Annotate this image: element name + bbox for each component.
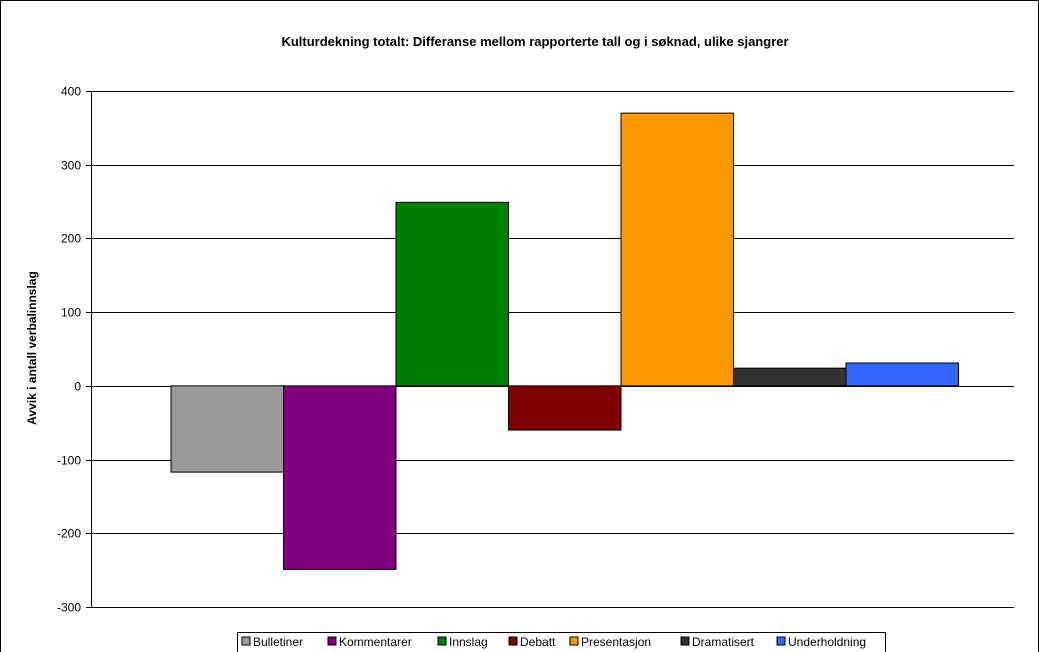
y-tick-label: -300 [57,601,81,615]
legend-label-underholdning: Underholdning [788,635,866,649]
legend-swatch-innslag [437,636,447,646]
bar-bulletiner [170,385,284,473]
y-tick-label: -100 [57,454,81,468]
y-tick-label: -200 [57,527,81,541]
bar-underholdning [845,362,959,387]
y-tick-label: 400 [61,85,81,99]
bar-innslag [395,201,509,387]
legend-swatch-dramatisert [680,636,690,646]
y-axis: 400 300 200 100 0 -100 -200 -300 [57,85,92,615]
legend-box [237,632,886,652]
y-axis-label: Avvik i antall verbalinnslag [25,271,39,425]
y-tick-label: 100 [61,306,81,320]
legend-label-debatt: Debatt [520,635,556,649]
y-tick-label: 300 [61,159,81,173]
legend-label-dramatisert: Dramatisert [692,635,755,649]
legend-swatch-debatt [508,636,518,646]
y-tick-label: 0 [74,380,81,394]
bar-debatt [508,385,622,431]
legend-swatch-underholdning [776,636,786,646]
bar-presentasjon [620,112,734,387]
legend-label-innslag: Innslag [449,635,488,649]
chart-title: Kulturdekning totalt: Differanse mellom … [281,34,788,49]
legend-swatch-presentasjon [569,636,579,646]
legend-label-bulletiner: Bulletiner [253,635,303,649]
legend-label-presentasjon: Presentasjon [581,635,651,649]
bars [170,112,959,570]
bar-kommentarer [283,385,397,570]
legend-swatch-bulletiner [241,636,251,646]
bar-dramatisert [733,367,847,387]
legend: Bulletiner Kommentarer Innslag Debatt Presen… [237,632,886,652]
y-tick-label: 200 [61,232,81,246]
legend-label-kommentarer: Kommentarer [339,635,412,649]
legend-swatch-kommentarer [327,636,337,646]
